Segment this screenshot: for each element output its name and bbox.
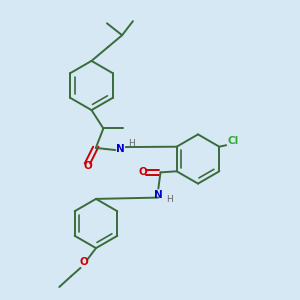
Text: O: O [80, 257, 88, 267]
Text: O: O [138, 167, 147, 177]
Text: N: N [116, 144, 125, 154]
Text: N: N [154, 190, 163, 200]
Text: H: H [128, 139, 135, 148]
Text: Cl: Cl [227, 136, 239, 146]
Text: O: O [83, 161, 92, 171]
Text: H: H [167, 196, 173, 205]
